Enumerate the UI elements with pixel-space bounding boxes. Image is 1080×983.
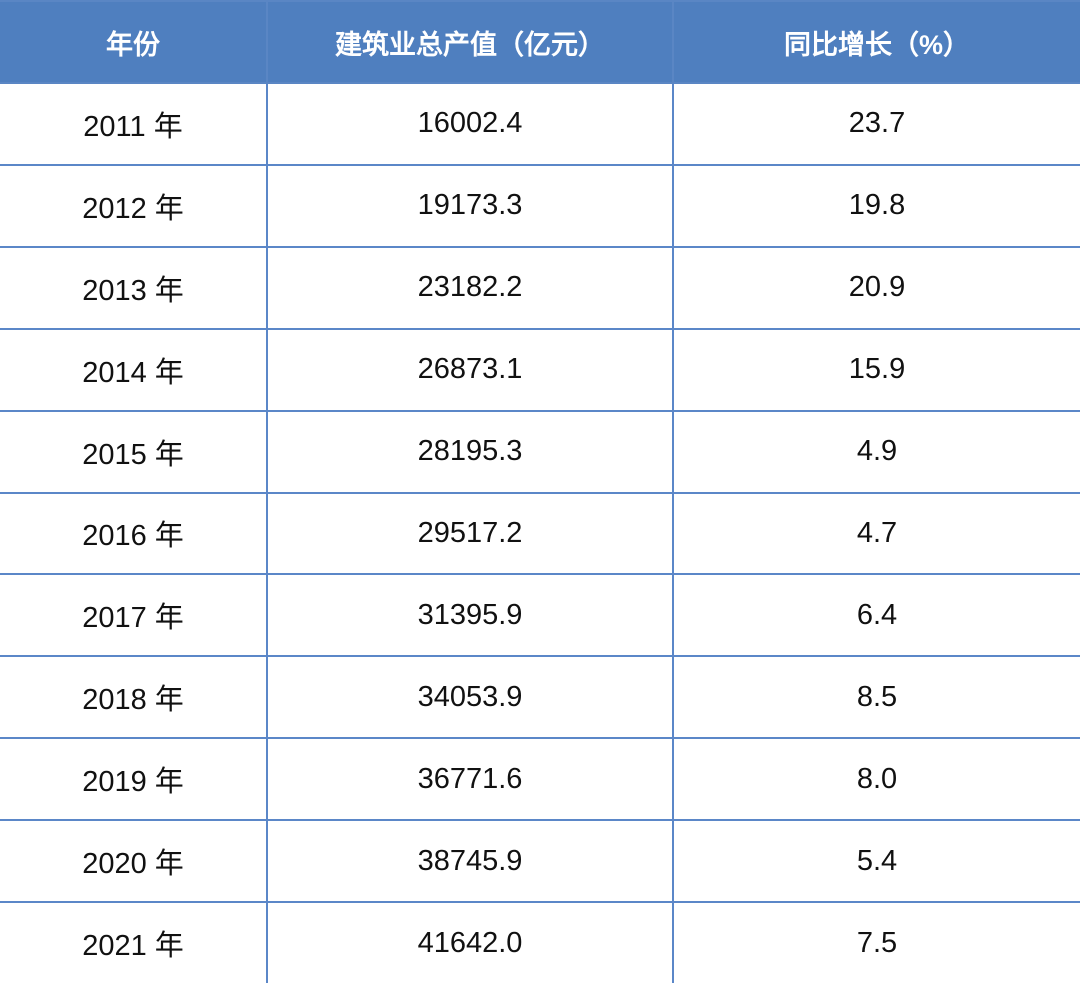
table-row: 2020 年 38745.9 5.4 (0, 819, 1080, 904)
output-value-cell: 34053.9 (266, 655, 674, 740)
year-cell: 2019 年 (0, 737, 268, 822)
table-row: 2012 年 19173.3 19.8 (0, 163, 1080, 248)
yoy-growth-cell: 19.8 (672, 163, 1080, 248)
output-value-cell: 31395.9 (266, 573, 674, 658)
table-row: 2016 年 29517.2 4.7 (0, 491, 1080, 576)
yoy-growth-cell: 5.4 (672, 819, 1080, 904)
yoy-growth-cell: 8.0 (672, 737, 1080, 822)
yoy-growth-cell: 23.7 (672, 82, 1080, 166)
output-value-cell: 23182.2 (266, 245, 674, 330)
yoy-growth-cell: 15.9 (672, 327, 1080, 412)
output-value-cell: 29517.2 (266, 491, 674, 576)
yoy-growth-cell: 20.9 (672, 245, 1080, 330)
yoy-growth-cell: 7.5 (672, 901, 1080, 983)
output-value-cell: 26873.1 (266, 327, 674, 412)
table-row: 2011 年 16002.4 23.7 (0, 82, 1080, 166)
output-value-cell: 16002.4 (266, 82, 674, 166)
year-cell: 2017 年 (0, 573, 268, 658)
yoy-growth-cell: 6.4 (672, 573, 1080, 658)
header-output-value: 建筑业总产值（亿元） (266, 0, 674, 84)
yoy-growth-cell: 4.9 (672, 409, 1080, 494)
header-year: 年份 (0, 0, 268, 84)
year-cell: 2014 年 (0, 327, 268, 412)
output-value-cell: 19173.3 (266, 163, 674, 248)
header-yoy-growth: 同比增长（%） (672, 0, 1080, 84)
table-body: 2011 年 16002.4 23.7 2012 年 19173.3 19.8 2013 年… (0, 82, 1080, 983)
year-cell: 2012 年 (0, 163, 268, 248)
output-value-cell: 41642.0 (266, 901, 674, 983)
table-row: 2014 年 26873.1 15.9 (0, 327, 1080, 412)
table-row: 2018 年 34053.9 8.5 (0, 655, 1080, 740)
output-value-cell: 36771.6 (266, 737, 674, 822)
output-value-cell: 38745.9 (266, 819, 674, 904)
table-row: 2015 年 28195.3 4.9 (0, 409, 1080, 494)
yoy-growth-cell: 4.7 (672, 491, 1080, 576)
year-cell: 2015 年 (0, 409, 268, 494)
table-row: 2017 年 31395.9 6.4 (0, 573, 1080, 658)
table-header: 年份 建筑业总产值（亿元） 同比增长（%） (0, 0, 1080, 84)
year-cell: 2020 年 (0, 819, 268, 904)
table-row: 2019 年 36771.6 8.0 (0, 737, 1080, 822)
year-cell: 2013 年 (0, 245, 268, 330)
header-row: 年份 建筑业总产值（亿元） 同比增长（%） (0, 0, 1080, 84)
table-row: 2021 年 41642.0 7.5 (0, 901, 1080, 983)
year-cell: 2018 年 (0, 655, 268, 740)
year-cell: 2011 年 (0, 82, 268, 166)
output-value-cell: 28195.3 (266, 409, 674, 494)
year-cell: 2021 年 (0, 901, 268, 983)
yoy-growth-cell: 8.5 (672, 655, 1080, 740)
table-row: 2013 年 23182.2 20.9 (0, 245, 1080, 330)
year-cell: 2016 年 (0, 491, 268, 576)
